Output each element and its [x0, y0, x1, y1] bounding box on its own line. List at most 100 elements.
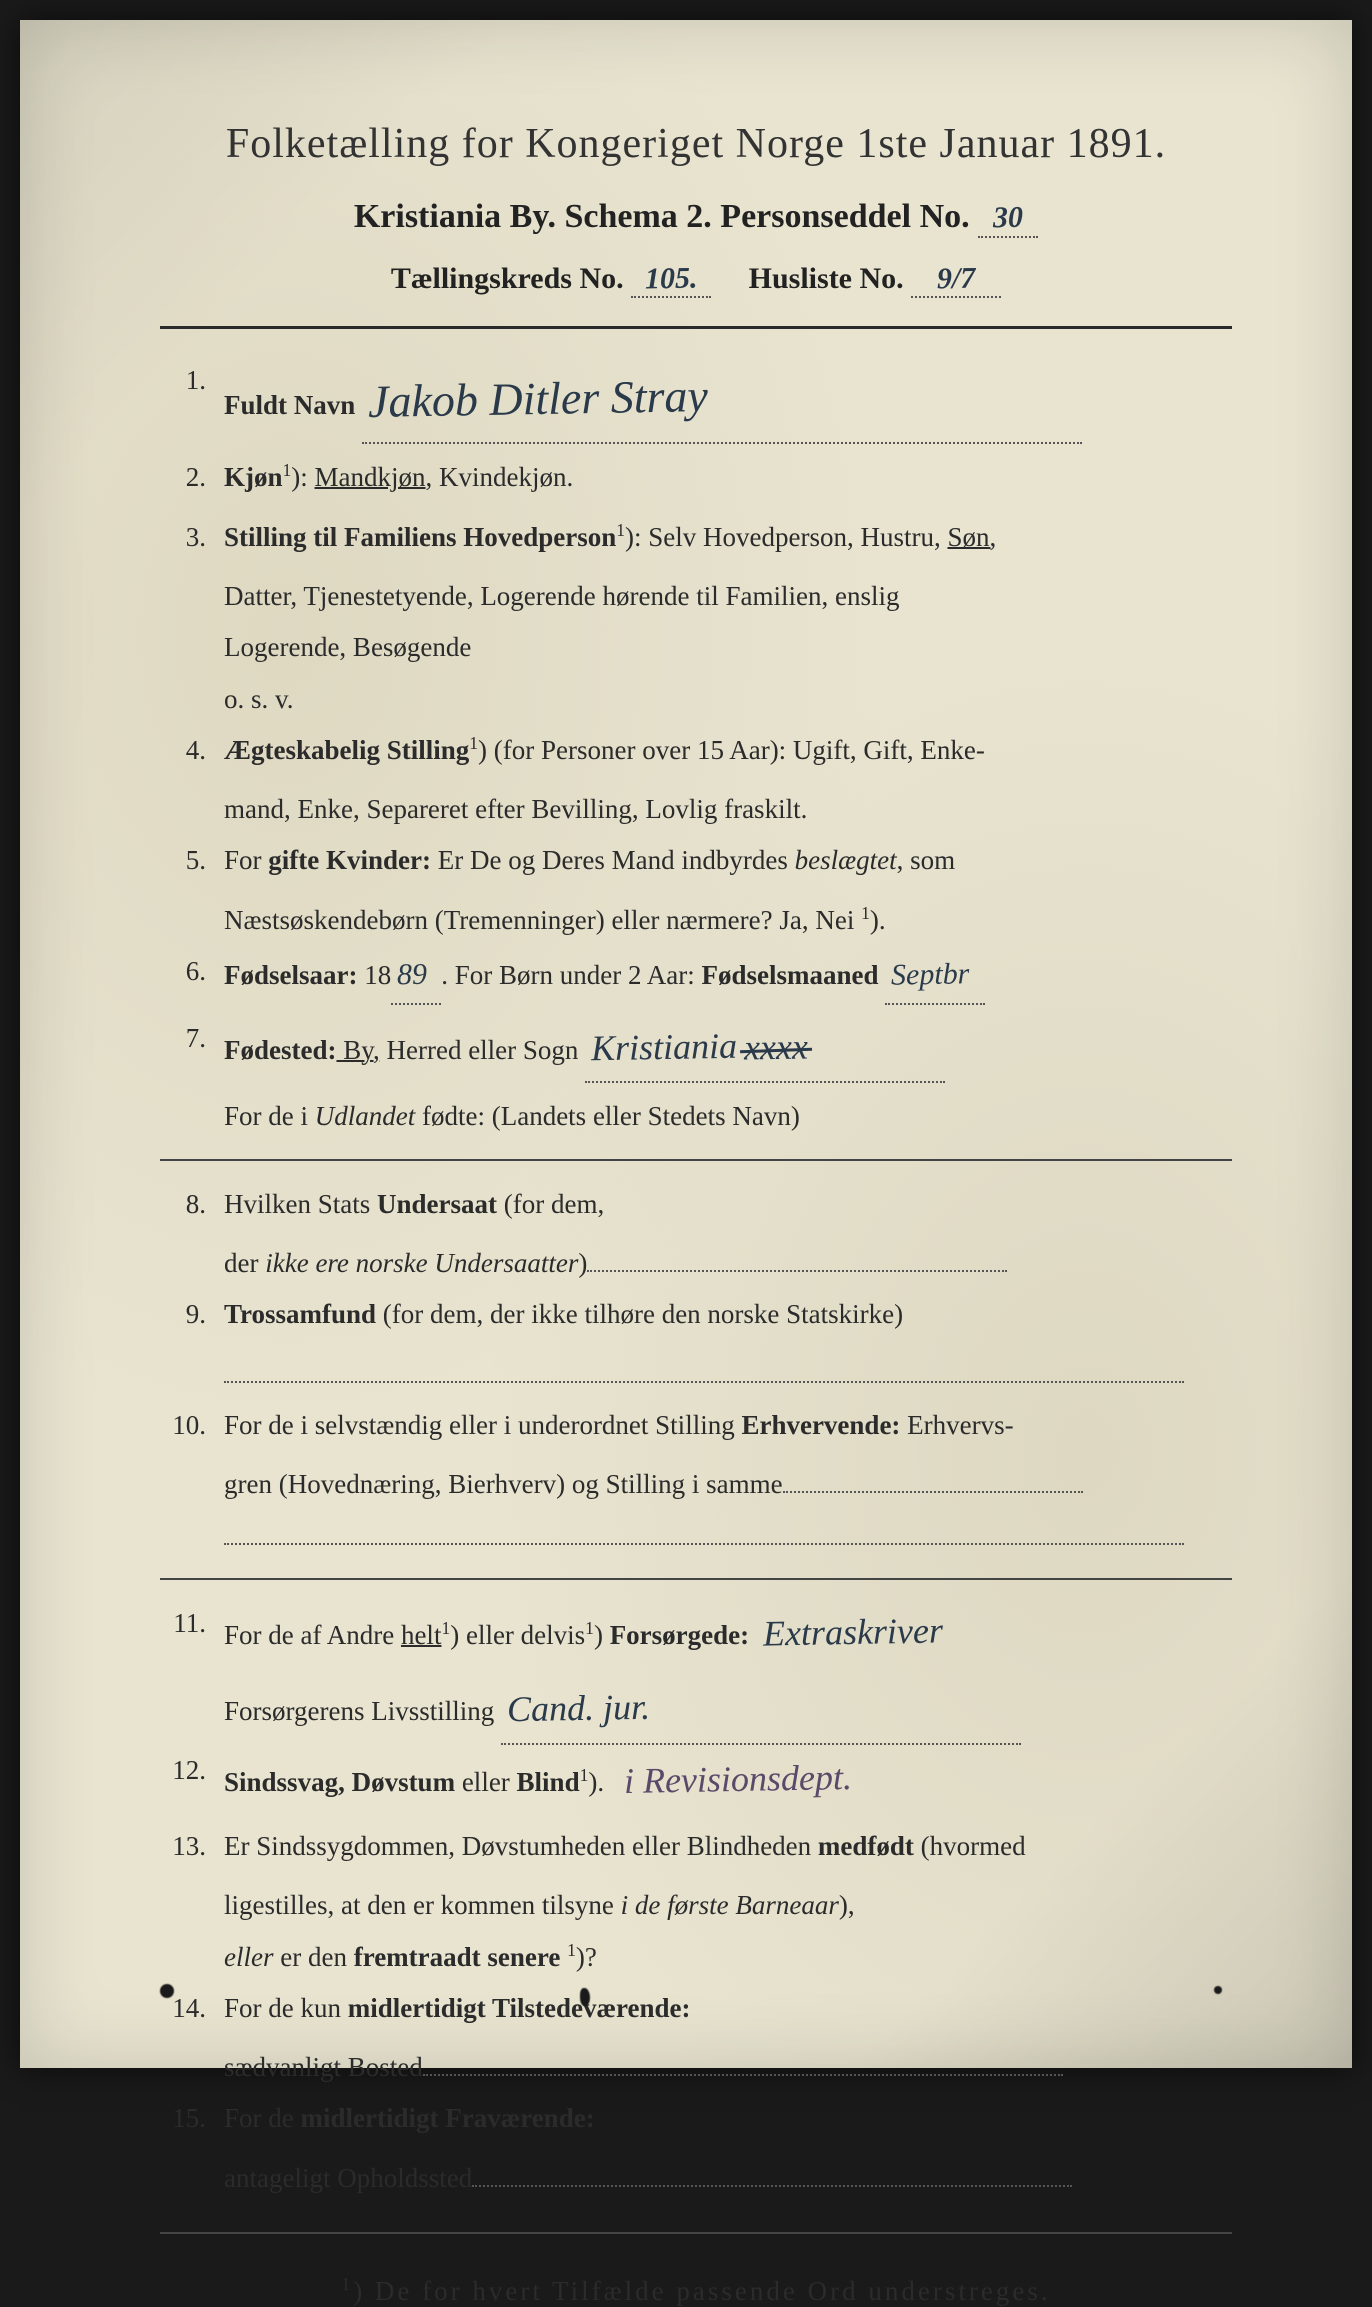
year: 89	[397, 946, 428, 1004]
label: Forsørgerens Livsstilling	[224, 1696, 494, 1726]
subtitle-line-2: Tællingskreds No. 105. Husliste No. 9/7	[160, 262, 1232, 298]
text: (hvormed	[914, 1831, 1026, 1861]
field-label: Kjøn	[224, 462, 283, 492]
sup: 1	[861, 903, 870, 923]
text: ) eller delvis	[450, 1620, 585, 1650]
text: Er Sindssygdommen, Døvstumheden eller Bl…	[224, 1831, 818, 1861]
inkblot-icon	[1214, 1986, 1222, 1994]
field-10: 10. For de i selvstændig eller i underor…	[160, 1400, 1232, 1451]
text: (for dem,	[497, 1189, 604, 1219]
text: Er De og Deres Mand indbyrdes	[431, 845, 795, 875]
kreds-label: Tællingskreds No.	[391, 262, 624, 295]
field-10-dots	[160, 1511, 1232, 1562]
text: For de	[224, 2103, 301, 2133]
inkblot-icon	[580, 1988, 590, 2006]
text: sædvanligt Bosted	[224, 2052, 423, 2082]
field-label: Undersaat	[377, 1189, 497, 1219]
footnote-text: ) De for hvert Tilfælde passende Ord und…	[353, 2276, 1050, 2306]
hw-1: Extraskriver	[762, 1596, 943, 1668]
divider	[160, 2232, 1232, 2234]
field-10-line2: gren (Hovednæring, Bierhverv) og Stillin…	[160, 1459, 1232, 1510]
ital: beslægtet	[795, 845, 897, 875]
field-num: 15.	[160, 2093, 224, 2144]
hw-2: Cand. jur.	[506, 1673, 650, 1744]
field-12: 12. Sindssvag, Døvstum eller Blind1). i …	[160, 1745, 1232, 1813]
dotted	[472, 2160, 1072, 2187]
sep: ,	[426, 462, 440, 492]
text: )?	[576, 1942, 597, 1972]
text: gren (Hovednæring, Bierhverv) og Stillin…	[224, 1469, 783, 1499]
text: ligestilles, at den er kommen tilsyne	[224, 1890, 621, 1920]
field-label: Forsørgede:	[610, 1620, 749, 1650]
entries: 1. Fuldt Navn Jakob Ditler Stray 2. Kjøn…	[160, 355, 1232, 2234]
field-num: 9.	[160, 1289, 224, 1340]
text: Næstsøskendebørn (Tremenninger) eller næ…	[224, 905, 861, 935]
field-9: 9. Trossamfund (for dem, der ikke tilhør…	[160, 1289, 1232, 1340]
text: For de i	[224, 1101, 315, 1131]
ital: i de første Barneaar	[621, 1890, 839, 1920]
personseddel-no: 30	[993, 201, 1024, 236]
kreds-no: 105.	[645, 262, 698, 297]
text: , som	[897, 845, 956, 875]
label2: fremtraadt senere	[354, 1942, 567, 1972]
place-field: Kristiania xxxx	[585, 1013, 945, 1083]
field-3-line3: Logerende, Besøgende	[160, 622, 1232, 673]
text: ): Selv Hovedperson, Hustru,	[625, 522, 947, 552]
field-label: Fødested:	[224, 1035, 336, 1065]
text: (for dem, der ikke tilhøre den norske St…	[376, 1299, 903, 1329]
field-num: 10.	[160, 1400, 224, 1451]
field-label: Fødselsaar:	[224, 960, 357, 990]
field-num: 2.	[160, 452, 224, 503]
sup: 1	[441, 1618, 450, 1638]
field-label: Trossamfund	[224, 1299, 376, 1329]
ital: ikke ere norske Undersaatter	[265, 1248, 578, 1278]
field-label: midlertidigt Fraværende:	[301, 2103, 595, 2133]
month: Septbr	[891, 945, 970, 1003]
sup: 1	[341, 2274, 353, 2294]
label2: Blind	[517, 1767, 580, 1797]
field-15: 15. For de midlertidigt Fraværende:	[160, 2093, 1232, 2144]
field-num: 8.	[160, 1179, 224, 1230]
sup: 1	[585, 1618, 594, 1638]
dotted	[587, 1245, 1007, 1272]
opt-son: Søn,	[948, 522, 997, 552]
text: Herred eller Sogn	[380, 1035, 579, 1065]
text: For de af Andre	[224, 1620, 401, 1650]
census-form-page: Folketælling for Kongeriget Norge 1ste J…	[20, 20, 1352, 2068]
personseddel-no-field: 30	[978, 198, 1038, 238]
opt-kvindekjon: Kvindekjøn.	[439, 462, 573, 492]
field-6: 6. Fødselsaar: 1889. For Børn under 2 Aa…	[160, 946, 1232, 1005]
field-3-line2: Datter, Tjenestetyende, Logerende hørend…	[160, 571, 1232, 622]
text: For de i selvstændig eller i underordnet…	[224, 1410, 741, 1440]
field-5: 5. For gifte Kvinder: Er De og Deres Man…	[160, 835, 1232, 886]
field-15-line2: antageligt Opholdssted	[160, 2153, 1232, 2204]
text: eller	[224, 1942, 273, 1972]
field-1: 1. Fuldt Navn Jakob Ditler Stray	[160, 355, 1232, 444]
field-num: 3.	[160, 512, 224, 563]
month-field: Septbr	[885, 946, 985, 1005]
divider	[160, 1159, 1232, 1161]
ital: Udlandet	[315, 1101, 416, 1131]
pre: For	[224, 845, 268, 875]
field-13: 13. Er Sindssygdommen, Døvstumheden elle…	[160, 1821, 1232, 1872]
field-num: 13.	[160, 1821, 224, 1872]
year-field: 89	[391, 946, 441, 1005]
field-2: 2. Kjøn1): Mandkjøn, Kvindekjøn.	[160, 452, 1232, 503]
text: der	[224, 1248, 265, 1278]
field-3: 3. Stilling til Familiens Hovedperson1):…	[160, 512, 1232, 563]
u: helt	[401, 1620, 442, 1650]
field-num: 4.	[160, 725, 224, 776]
field-9-dots	[160, 1349, 1232, 1400]
livsstilling-field: Cand. jur.	[501, 1674, 1021, 1744]
field-4: 4. Ægteskabelig Stilling1) (for Personer…	[160, 725, 1232, 776]
sup: 1	[567, 1940, 576, 1960]
field-5-line2: Næstsøskendebørn (Tremenninger) eller næ…	[160, 895, 1232, 946]
field-14-line2: sædvanligt Bosted	[160, 2042, 1232, 2093]
field-4-line2: mand, Enke, Separeret efter Bevilling, L…	[160, 784, 1232, 835]
text: er den	[273, 1942, 353, 1972]
birthplace: Kristiania	[591, 1012, 738, 1083]
field-label: Ægteskabelig Stilling	[224, 735, 469, 765]
opt-by: By,	[336, 1035, 379, 1065]
text: ):	[291, 462, 314, 492]
text: antageligt Opholdssted	[224, 2163, 472, 2193]
